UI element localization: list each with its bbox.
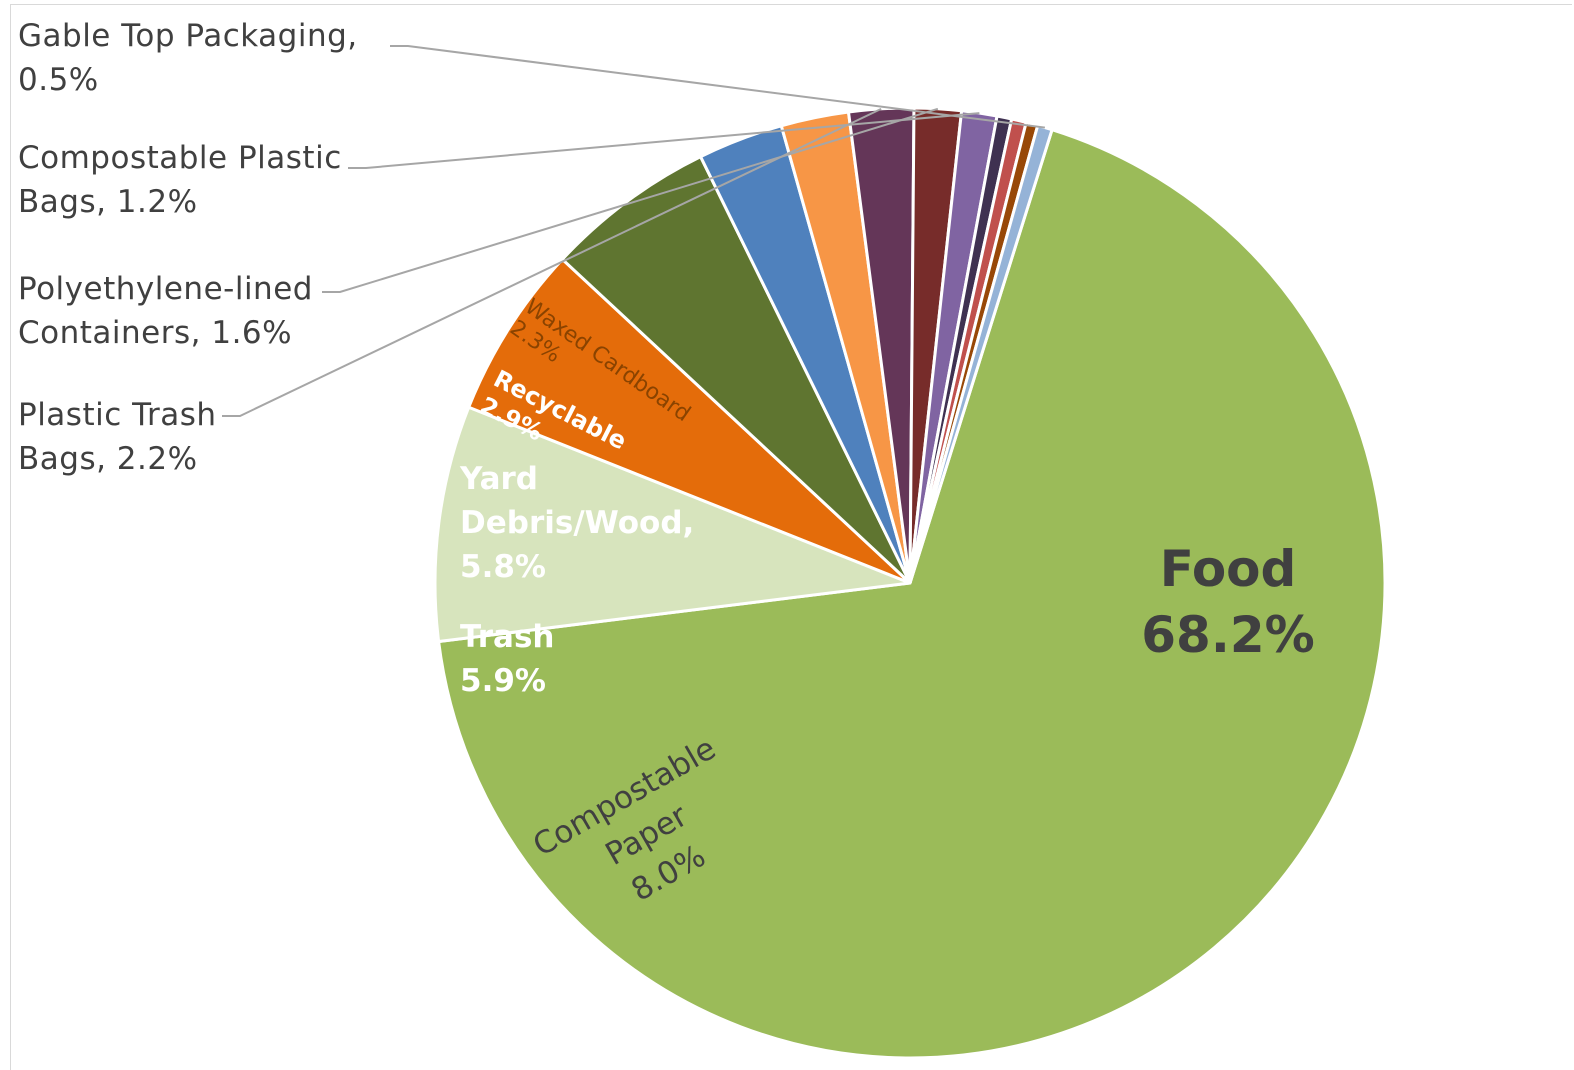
callout-line-1: Plastic Trash: [18, 397, 217, 433]
leader-lines: [222, 45, 1046, 417]
callout-line-2: Bags, 2.2%: [18, 441, 198, 477]
callout-line-1: Gable Top Packaging,: [18, 18, 358, 54]
callout-line-2: Containers, 1.6%: [18, 315, 293, 351]
callout-plastic-trash-bags: Plastic Trash Bags, 2.2%: [18, 393, 217, 481]
leader-line-gable-top-packaging: [390, 45, 1046, 129]
label-trash: Trash 5.9%: [460, 619, 554, 699]
leader-line-polyethylene-lined-containers: [322, 107, 939, 293]
leader-line-plastic-trash-bags: [222, 107, 882, 417]
label-yard-debris-wood: Yard Debris/Wood, 5.8%: [459, 461, 694, 585]
callout-polyethylene-lined-containers: Polyethylene-lined Containers, 1.6%: [18, 267, 313, 355]
callout-gable-top-packaging: Gable Top Packaging, 0.5%: [18, 14, 358, 102]
callout-line-1: Polyethylene-lined: [18, 271, 313, 307]
label-food: Food 68.2%: [1141, 540, 1314, 664]
slice-compostable-paper: [433, 405, 911, 644]
leader-line-compostable-plastic-bags: [348, 112, 980, 169]
slice-yard-debris-wood: [560, 154, 912, 585]
pie-slices: [433, 106, 1387, 1060]
callout-compostable-plastic-bags: Compostable Plastic Bags, 1.2%: [18, 136, 342, 224]
callout-line-2: 0.5%: [18, 62, 99, 98]
slice-food: [436, 127, 1387, 1060]
chart-frame: [10, 4, 1572, 1070]
callout-line-2: Bags, 1.2%: [18, 184, 198, 220]
callout-line-1: Compostable Plastic: [18, 140, 342, 176]
